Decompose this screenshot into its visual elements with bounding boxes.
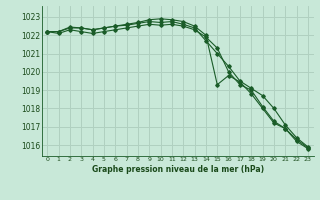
X-axis label: Graphe pression niveau de la mer (hPa): Graphe pression niveau de la mer (hPa) xyxy=(92,165,264,174)
